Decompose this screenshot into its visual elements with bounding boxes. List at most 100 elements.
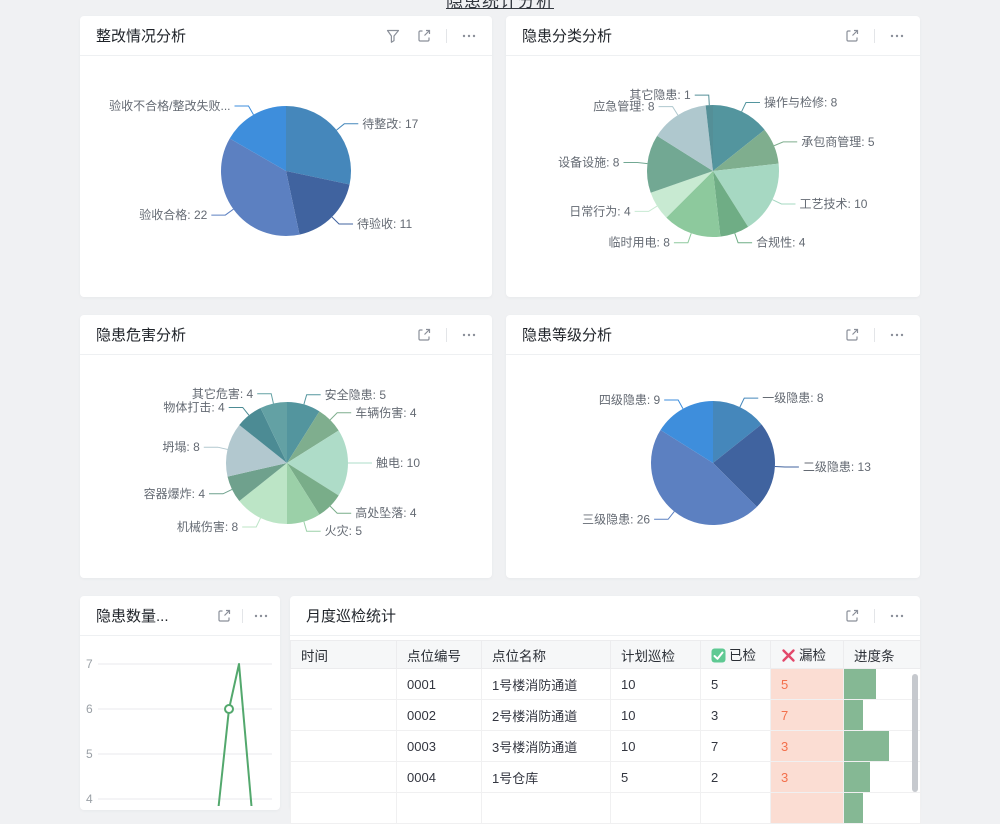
pie-slice-一级隐患[interactable] xyxy=(713,401,762,463)
table-row: 0002 2号楼消防通道 10 3 7 xyxy=(290,699,921,731)
pie-slice-应急管理[interactable] xyxy=(657,105,713,171)
export-icon[interactable] xyxy=(843,326,861,344)
divider xyxy=(446,28,447,43)
pie-label-line xyxy=(303,394,321,405)
pie-label: 坍塌: 8 xyxy=(162,440,200,454)
pie-slice-高处坠落[interactable] xyxy=(287,463,339,515)
card-monthly-inspection: 月度巡检统计 时间 点位编号 点位名称 计划巡检 已检 漏检 进度条 0001 1号楼消防通道 1… xyxy=(290,596,921,824)
pie-label: 其它隐患: 1 xyxy=(629,87,691,102)
col-header-时间: 时间 xyxy=(290,640,397,669)
pie-slice-操作与检修[interactable] xyxy=(713,105,765,171)
table-cell: 0003 xyxy=(396,730,482,762)
pie-slice-验收不合格/整改失败[interactable] xyxy=(229,106,286,171)
table-cell: 2 xyxy=(700,761,771,793)
pie-label: 待验收: 11 xyxy=(357,216,412,231)
table-cell: 3 xyxy=(770,730,844,762)
pie-slice-日常行为[interactable] xyxy=(650,171,713,218)
pie-slice-其它危害[interactable] xyxy=(260,402,287,463)
col-header-漏检: 漏检 xyxy=(770,640,844,669)
export-icon[interactable] xyxy=(843,27,861,45)
filter-icon[interactable] xyxy=(384,27,402,45)
data-point-marker[interactable] xyxy=(224,704,234,714)
more-icon[interactable] xyxy=(460,27,478,45)
table-cell: 3号楼消防通道 xyxy=(481,730,611,762)
table-cell xyxy=(290,699,397,731)
more-icon[interactable] xyxy=(888,326,906,344)
pie-slice-承包商管理[interactable] xyxy=(713,129,779,171)
pie-label-line xyxy=(694,94,710,106)
pie-label-line xyxy=(228,406,250,416)
pie-slice-火灾[interactable] xyxy=(287,463,320,524)
table-cell: 1号楼消防通道 xyxy=(481,668,611,700)
divider xyxy=(242,608,243,623)
pie-label-line xyxy=(739,397,759,408)
pie-slice-验收合格[interactable] xyxy=(221,138,300,236)
pie-slice-四级隐患[interactable] xyxy=(660,401,714,463)
pie-slice-工艺技术[interactable] xyxy=(713,163,780,227)
more-icon[interactable] xyxy=(460,326,478,344)
progress-cell xyxy=(843,730,921,762)
pie-slice-待验收[interactable] xyxy=(286,171,350,235)
table-row: 0001 1号楼消防通道 10 5 5 xyxy=(290,668,921,700)
table-cell xyxy=(481,792,611,824)
pie-slice-其它隐患[interactable] xyxy=(705,104,713,171)
card-harm-analysis: 隐患危害分析 安全隐患: 5 车辆伤害: 4 触电: 10 高处坠落: 4 火灾: 5 机… xyxy=(80,315,492,578)
pie-slice-机械伤害[interactable] xyxy=(239,463,287,524)
pie-label: 临时用电: 8 xyxy=(609,236,671,250)
check-icon xyxy=(711,648,726,662)
pie-label-line xyxy=(211,208,234,216)
export-icon[interactable] xyxy=(215,607,233,625)
pie-label: 机械伤害: 8 xyxy=(177,519,239,534)
y-tick-label: 5 xyxy=(86,747,93,761)
pie-label: 待整改: 17 xyxy=(362,116,418,131)
progress-cell xyxy=(843,792,921,824)
pie-svg: 待整改: 17 待验收: 11 验收合格: 22 验收不合格/整改失败... xyxy=(109,98,419,236)
pie-label: 车辆伤害: 4 xyxy=(355,405,417,420)
pie-label: 高处坠落: 4 xyxy=(355,505,417,520)
pie-slice-设备设施[interactable] xyxy=(646,135,713,193)
pie-label-line xyxy=(242,517,261,528)
card-hazard-count-trend: 隐患数量... 7 6 5 4 xyxy=(80,596,280,813)
pie-label-line xyxy=(773,141,798,147)
table-cell: 5 xyxy=(770,668,844,700)
more-icon[interactable] xyxy=(888,607,906,625)
pie-label-line xyxy=(664,399,684,409)
pie-chart-level: 一级隐患: 8 二级隐患: 13 三级隐患: 26 四级隐患: 9 xyxy=(506,355,920,582)
line-svg: 7 6 5 4 xyxy=(86,657,272,813)
more-icon[interactable] xyxy=(252,607,270,625)
pie-label-line xyxy=(772,199,796,205)
pie-label: 工艺技术: 10 xyxy=(799,197,867,211)
export-icon[interactable] xyxy=(843,607,861,625)
progress-bar xyxy=(844,762,870,792)
pie-label-line xyxy=(658,106,679,116)
export-icon[interactable] xyxy=(415,326,433,344)
divider xyxy=(874,608,875,623)
pie-label: 其它危害: 4 xyxy=(192,386,254,401)
table-cell: 3 xyxy=(700,699,771,731)
pie-slice-容器爆炸[interactable] xyxy=(227,463,287,502)
pie-slice-待整改[interactable] xyxy=(286,106,351,185)
pie-slice-临时用电[interactable] xyxy=(666,171,721,238)
table-cell xyxy=(770,792,844,824)
pie-label: 合规性: 4 xyxy=(756,235,806,250)
table-scrollbar[interactable] xyxy=(912,674,918,792)
pie-slice-二级隐患[interactable] xyxy=(713,424,775,507)
more-icon[interactable] xyxy=(888,27,906,45)
card-category-analysis: 隐患分类分析 操作与检修: 8 承包商管理: 5 工艺技术: 10 合规性: 4 临时用… xyxy=(506,16,920,297)
pie-slice-车辆伤害[interactable] xyxy=(287,411,339,463)
pie-label-line xyxy=(336,123,359,131)
pie-slice-物体打击[interactable] xyxy=(239,408,287,463)
line-chart-hazard-count: 7 6 5 4 xyxy=(80,636,280,813)
card-level-analysis: 隐患等级分析 一级隐患: 8 二级隐患: 13 三级隐患: 26 四级隐患: 9 xyxy=(506,315,920,578)
pie-slice-安全隐患[interactable] xyxy=(287,402,320,463)
export-icon[interactable] xyxy=(415,27,433,45)
pie-slice-触电[interactable] xyxy=(287,430,348,496)
table-cell: 0001 xyxy=(396,668,482,700)
pie-label-line xyxy=(329,505,352,514)
pie-slice-坍塌[interactable] xyxy=(226,424,287,477)
pie-svg: 一级隐患: 8 二级隐患: 13 三级隐患: 26 四级隐患: 9 xyxy=(582,391,871,526)
pie-slice-三级隐患[interactable] xyxy=(650,430,757,526)
table-cell: 10 xyxy=(610,730,701,762)
pie-slice-合规性[interactable] xyxy=(713,171,749,237)
pie-label: 火灾: 5 xyxy=(325,523,363,538)
